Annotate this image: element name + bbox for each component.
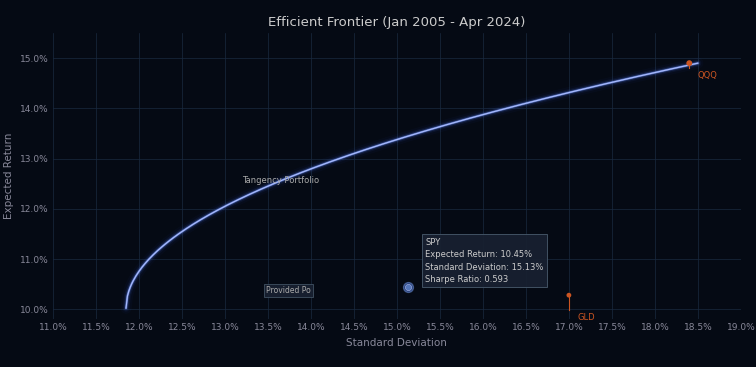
Point [562,292,575,298]
Point [402,284,414,290]
Text: Tangency Portfolio: Tangency Portfolio [242,176,319,185]
Text: QQQ: QQQ [698,71,717,80]
Y-axis label: Expected Return: Expected Return [5,133,14,219]
Point [683,60,696,66]
Text: GLD: GLD [578,313,595,322]
Title: Efficient Frontier (Jan 2005 - Apr 2024): Efficient Frontier (Jan 2005 - Apr 2024) [268,16,525,29]
Text: Provided Po: Provided Po [266,286,311,295]
Text: SPY
Expected Return: 10.45%
Standard Deviation: 15.13%
Sharpe Ratio: 0.593: SPY Expected Return: 10.45% Standard Dev… [426,238,544,284]
Point [402,284,414,290]
X-axis label: Standard Deviation: Standard Deviation [346,338,448,348]
